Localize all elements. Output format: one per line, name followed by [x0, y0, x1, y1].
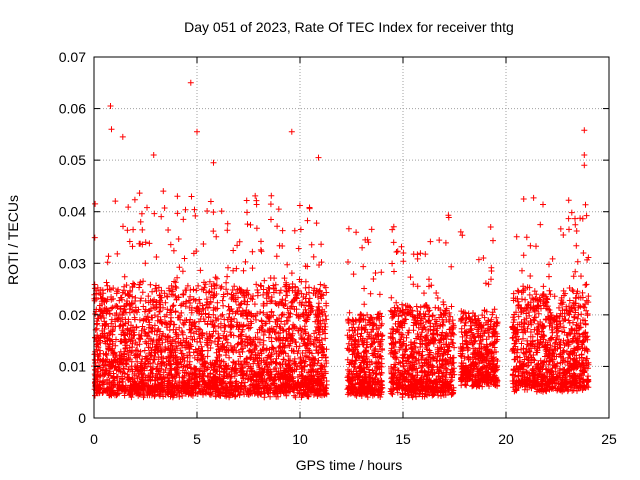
y-tick-label: 0.03 [59, 255, 86, 271]
y-tick-label: 0.01 [59, 358, 86, 374]
x-tick-label: 15 [395, 431, 411, 447]
x-tick-label: 25 [601, 431, 617, 447]
x-tick-label: 10 [292, 431, 308, 447]
y-tick-label: 0.06 [59, 101, 86, 117]
y-tick-label: 0.04 [59, 204, 86, 220]
chart-title: Day 051 of 2023, Rate Of TEC Index for r… [184, 19, 514, 35]
x-axis-label: GPS time / hours [296, 457, 403, 473]
x-tick-label: 0 [90, 431, 98, 447]
x-tick-label: 20 [498, 431, 514, 447]
x-tick-labels: 0 5 10 15 20 25 [90, 431, 617, 447]
y-tick-label: 0.02 [59, 307, 86, 323]
axis-ticks [93, 56, 610, 419]
y-tick-label: 0 [78, 410, 86, 426]
y-tick-labels: 0 0.01 0.02 0.03 0.04 0.05 0.06 0.07 [59, 49, 86, 426]
plot-frame [93, 56, 610, 419]
scatter-points [91, 79, 592, 401]
y-axis-label: ROTI / TECUs [5, 195, 21, 285]
y-tick-label: 0.07 [59, 49, 86, 65]
y-tick-label: 0.05 [59, 152, 86, 168]
x-tick-label: 5 [193, 431, 201, 447]
data-points [91, 79, 592, 401]
